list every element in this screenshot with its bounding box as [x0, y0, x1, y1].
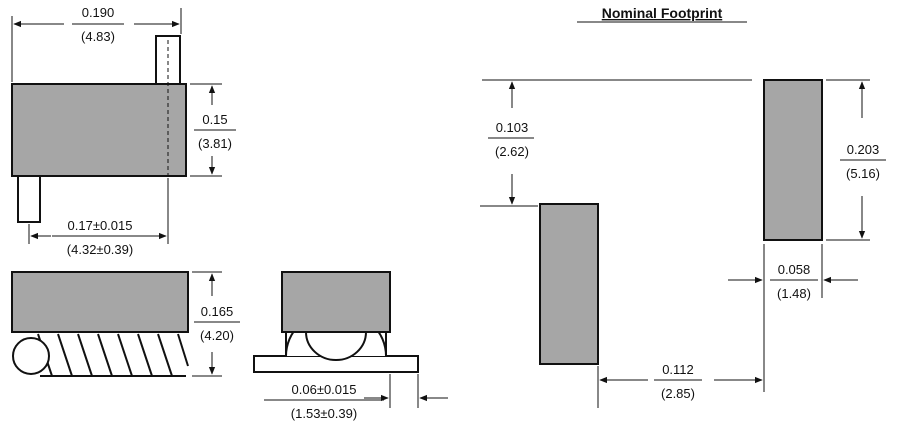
pad-gap-inch: 0.112: [662, 362, 694, 377]
lead-width-inch: 0.06±0.015: [292, 382, 357, 397]
side-view: [11, 271, 240, 377]
coil-windings: [37, 333, 189, 377]
top-view: [11, 6, 236, 244]
pad-offset-mm: (2.62): [495, 144, 529, 159]
pad-gap-mm: (2.85): [661, 386, 695, 401]
side-height-mm: (4.20): [200, 328, 234, 343]
body-height-mm: (3.81): [198, 136, 232, 151]
overall-length-inch: 0.190: [82, 5, 115, 20]
pad-width-mm: (1.48): [777, 286, 811, 301]
right-pad: [763, 79, 823, 241]
side-body: [11, 271, 189, 333]
end-view: [253, 271, 448, 408]
end-body: [281, 271, 391, 333]
pad-width-inch: 0.058: [778, 262, 811, 277]
overall-length-mm: (4.83): [81, 29, 115, 44]
wire-loop-inner: [305, 331, 367, 361]
lead-span-mm: (4.32±0.39): [67, 242, 133, 257]
left-pad: [539, 203, 599, 365]
footprint-view: [480, 79, 886, 408]
lead-width-mm: (1.53±0.39): [291, 406, 357, 421]
side-height-inch: 0.165: [201, 304, 234, 319]
body-height-inch: 0.15: [202, 112, 227, 127]
pad-offset-inch: 0.103: [496, 120, 529, 135]
pad-length-inch: 0.203: [847, 142, 880, 157]
lower-lead: [17, 175, 41, 223]
wire-end-circle: [12, 337, 50, 375]
component-body: [11, 83, 187, 177]
lead-span-inch: 0.17±0.015: [68, 218, 133, 233]
footprint-title: Nominal Footprint: [602, 5, 723, 21]
pad-length-mm: (5.16): [846, 166, 880, 181]
